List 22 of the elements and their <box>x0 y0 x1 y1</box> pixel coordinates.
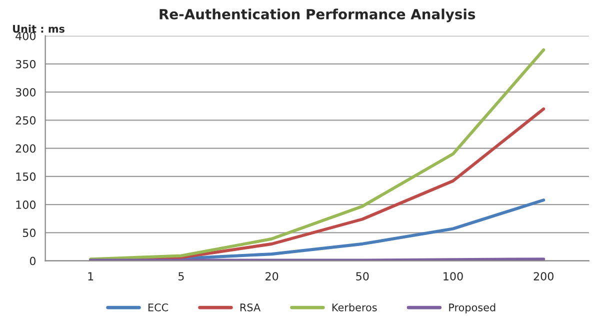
y-tick-label: 0 <box>30 256 36 266</box>
x-tick-label: 20 <box>266 272 278 281</box>
x-tick-label: 5 <box>178 272 184 281</box>
y-tick-label: 300 <box>16 88 36 96</box>
x-tick-label: 100 <box>444 272 463 281</box>
x-tick-label: 50 <box>356 272 369 281</box>
x-tick-label: 200 <box>534 272 554 281</box>
y-tick-label: 400 <box>16 32 36 40</box>
y-tick-label: 350 <box>16 60 36 68</box>
legend-label: Kerberos <box>332 303 377 312</box>
legend-label: RSA <box>240 303 261 312</box>
y-tick-label: 150 <box>16 172 36 181</box>
y-tick-label: 100 <box>16 200 36 209</box>
x-tick-label: 1 <box>88 272 94 280</box>
y-tick-label: 250 <box>16 116 36 125</box>
chart-title: Re-Authentication Performance Analysis <box>160 8 476 22</box>
line-series <box>89 48 546 261</box>
text: Unit : ms <box>13 24 64 33</box>
legend-label: Proposed <box>449 303 496 314</box>
y-tick-label: 200 <box>16 144 36 153</box>
legend-label: ECC <box>148 303 168 312</box>
y-tick-label: 50 <box>22 228 36 238</box>
